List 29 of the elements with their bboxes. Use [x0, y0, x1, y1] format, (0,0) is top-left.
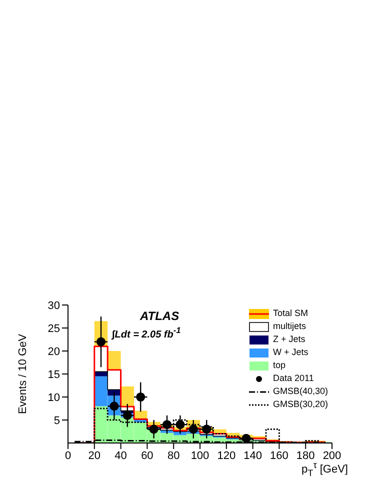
x-tick-label: 180	[296, 450, 315, 462]
legend-label: Z + Jets	[272, 333, 306, 346]
y-tick-label: 5	[54, 414, 60, 427]
x-tick-label: 60	[141, 450, 154, 462]
annotation: ∫Ldt = 2.05 fb$^{-1}$	[112, 325, 181, 340]
x-tick-label: 20	[88, 450, 101, 462]
x-tick-label: 100	[190, 450, 210, 462]
x-tick-label: 160	[270, 450, 288, 462]
legend-label: Total SM	[272, 307, 308, 320]
legend-label: Data 2011	[272, 372, 314, 385]
legend-label: GMSB(40,30)	[272, 385, 328, 398]
x-tick-label: 120	[217, 450, 236, 462]
x-axis-title: p$_{T}$$^{τ}$ [GeV]	[301, 460, 348, 478]
y-tick-label: 25	[48, 322, 60, 335]
x-tick-label: 140	[244, 450, 262, 462]
y-tick-label: 20	[48, 346, 60, 358]
legend-label: GMSB(30,20)	[272, 398, 328, 411]
legend-label: W + Jets	[272, 346, 308, 359]
x-tick-label: 80	[167, 450, 180, 462]
legend-label: multijets	[272, 320, 306, 333]
x-tick-label: 200	[322, 450, 342, 462]
legend-label: top	[272, 359, 286, 372]
x-tick-label: 40	[114, 450, 127, 462]
annotation: ATLAS	[140, 309, 180, 323]
y-tick-label: 15	[48, 368, 60, 381]
y-tick-label: 10	[48, 392, 60, 404]
y-axis-title: Events / 10 GeV	[16, 333, 29, 414]
y-tick-label: 30	[48, 300, 60, 312]
x-tick-label: 0	[64, 450, 72, 462]
